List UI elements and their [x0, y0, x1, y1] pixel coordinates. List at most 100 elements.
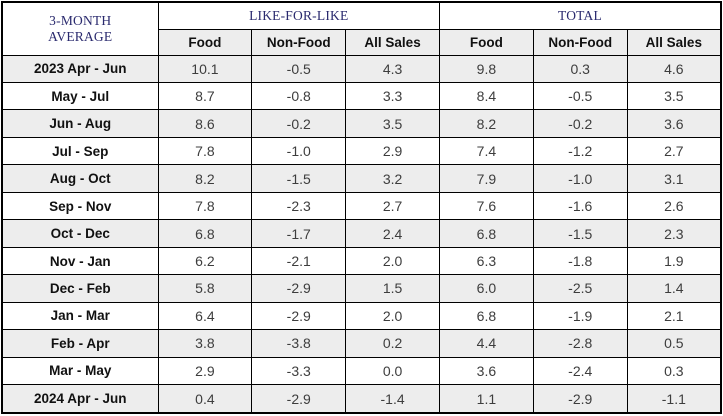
table-row: 2023 Apr - Jun 10.1 -0.5 4.3 9.8 0.3 4.6 — [1, 54, 722, 83]
value-cell: 6.8 — [438, 301, 534, 331]
value-cell: 6.0 — [438, 274, 534, 303]
value-cell: 7.6 — [438, 191, 534, 221]
period-cell: Feb - Apr — [1, 329, 159, 358]
value-cell: 0.3 — [626, 356, 722, 386]
value-cell: -1.7 — [251, 219, 347, 248]
period-cell: 2023 Apr - Jun — [1, 54, 159, 83]
table-row: Oct - Dec 6.8 -1.7 2.4 6.8 -1.5 2.3 — [1, 219, 722, 248]
period-cell: May - Jul — [1, 81, 159, 111]
value-cell: 6.4 — [157, 301, 253, 331]
sub-header-row: Food Non-Food All Sales Food Non-Food Al… — [2, 28, 722, 56]
column-header-total-all-sales: All Sales — [626, 28, 722, 56]
value-cell: -2.1 — [251, 246, 347, 276]
table-row: Mar - May 2.9 -3.3 0.0 3.6 -2.4 0.3 — [1, 356, 722, 386]
value-cell: 7.9 — [438, 164, 534, 193]
value-cell: 2.4 — [345, 219, 440, 248]
value-cell: 1.5 — [345, 274, 440, 303]
period-cell: Jan - Mar — [1, 301, 159, 331]
value-cell: 3.3 — [345, 81, 440, 111]
value-cell: 6.2 — [157, 246, 253, 276]
table-row: Feb - Apr 3.8 -3.8 0.2 4.4 -2.8 0.5 — [1, 329, 722, 358]
value-cell: 2.3 — [626, 219, 722, 248]
value-cell: -1.4 — [345, 384, 440, 414]
column-header-total-food: Food — [438, 28, 534, 56]
value-cell: 7.8 — [157, 136, 253, 166]
value-cell: 2.6 — [626, 191, 722, 221]
value-cell: 6.8 — [438, 219, 534, 248]
corner-header-3-month-average: 3-MONTH AVERAGE — [1, 1, 159, 56]
period-cell: Dec - Feb — [1, 274, 159, 303]
value-cell: 2.9 — [157, 356, 253, 386]
table-row: Jul - Sep 7.8 -1.0 2.9 7.4 -1.2 2.7 — [1, 136, 722, 166]
period-cell: Aug - Oct — [1, 164, 159, 193]
value-cell: 1.4 — [626, 274, 722, 303]
table-row: May - Jul 8.7 -0.8 3.3 8.4 -0.5 3.5 — [1, 81, 722, 111]
value-cell: -0.8 — [251, 81, 347, 111]
column-header-lfl-all-sales: All Sales — [345, 28, 440, 56]
table-row: Dec - Feb 5.8 -2.9 1.5 6.0 -2.5 1.4 — [1, 274, 722, 303]
value-cell: -0.2 — [532, 109, 628, 138]
value-cell: -3.8 — [251, 329, 347, 358]
table-row: Aug - Oct 8.2 -1.5 3.2 7.9 -1.0 3.1 — [1, 164, 722, 193]
value-cell: 0.2 — [345, 329, 440, 358]
value-cell: 4.6 — [626, 54, 722, 83]
value-cell: 0.4 — [157, 384, 253, 414]
value-cell: -1.0 — [251, 136, 347, 166]
corner-header-line1: 3-MONTH — [49, 12, 112, 28]
value-cell: 0.0 — [345, 356, 440, 386]
value-cell: 3.6 — [438, 356, 534, 386]
group-header-total: TOTAL — [438, 1, 722, 30]
value-cell: -2.9 — [251, 384, 347, 414]
value-cell: -2.5 — [532, 274, 628, 303]
value-cell: -0.5 — [251, 54, 347, 83]
value-cell: -2.4 — [532, 356, 628, 386]
value-cell: 2.0 — [345, 301, 440, 331]
value-cell: -1.5 — [532, 219, 628, 248]
value-cell: 7.4 — [438, 136, 534, 166]
value-cell: 8.2 — [438, 109, 534, 138]
value-cell: -2.9 — [251, 301, 347, 331]
value-cell: -0.5 — [532, 81, 628, 111]
value-cell: 2.7 — [626, 136, 722, 166]
column-header-lfl-food: Food — [157, 28, 253, 56]
value-cell: 8.2 — [157, 164, 253, 193]
value-cell: -1.1 — [626, 384, 722, 414]
table-row: Sep - Nov 7.8 -2.3 2.7 7.6 -1.6 2.6 — [1, 191, 722, 221]
period-cell: Nov - Jan — [1, 246, 159, 276]
value-cell: 1.9 — [626, 246, 722, 276]
value-cell: -1.8 — [532, 246, 628, 276]
period-cell: Oct - Dec — [1, 219, 159, 248]
value-cell: 4.3 — [345, 54, 440, 83]
table-row: Jun - Aug 8.6 -0.2 3.5 8.2 -0.2 3.6 — [1, 109, 722, 138]
value-cell: -1.6 — [532, 191, 628, 221]
column-header-lfl-non-food: Non-Food — [251, 28, 347, 56]
value-cell: -3.3 — [251, 356, 347, 386]
value-cell: 2.9 — [345, 136, 440, 166]
period-cell: 2024 Apr - Jun — [1, 384, 159, 414]
table-row: 2024 Apr - Jun 0.4 -2.9 -1.4 1.1 -2.9 -1.1 — [1, 384, 722, 414]
period-cell: Jul - Sep — [1, 136, 159, 166]
value-cell: -1.9 — [532, 301, 628, 331]
value-cell: 3.5 — [626, 81, 722, 111]
table-body: 2023 Apr - Jun 10.1 -0.5 4.3 9.8 0.3 4.6 May - … — [1, 54, 722, 414]
value-cell: 0.3 — [532, 54, 628, 83]
value-cell: 6.8 — [157, 219, 253, 248]
value-cell: 2.0 — [345, 246, 440, 276]
value-cell: -0.2 — [251, 109, 347, 138]
value-cell: 3.1 — [626, 164, 722, 193]
value-cell: 10.1 — [157, 54, 253, 83]
value-cell: -1.5 — [251, 164, 347, 193]
value-cell: 1.1 — [438, 384, 534, 414]
value-cell: 6.3 — [438, 246, 534, 276]
value-cell: 8.7 — [157, 81, 253, 111]
value-cell: -1.2 — [532, 136, 628, 166]
value-cell: -2.8 — [532, 329, 628, 358]
value-cell: 8.4 — [438, 81, 534, 111]
value-cell: 8.6 — [157, 109, 253, 138]
group-header-row: 3-MONTH AVERAGE LIKE-FOR-LIKE TOTAL — [1, 1, 722, 56]
value-cell: 3.6 — [626, 109, 722, 138]
value-cell: 3.5 — [345, 109, 440, 138]
column-header-total-non-food: Non-Food — [532, 28, 628, 56]
value-cell: -2.3 — [251, 191, 347, 221]
